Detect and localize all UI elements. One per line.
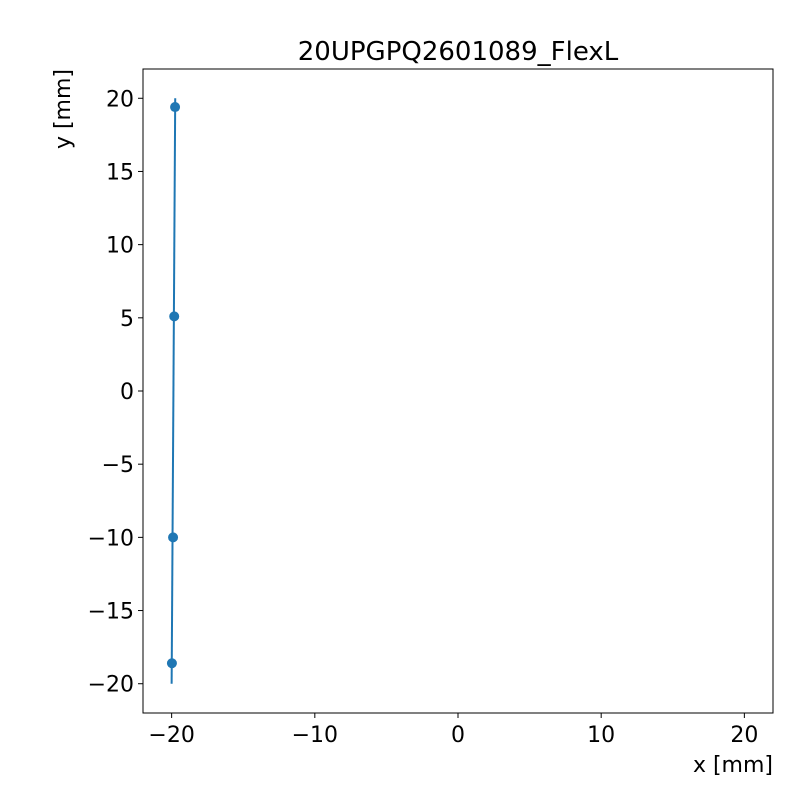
x-tick-label: −20 — [148, 723, 194, 748]
y-tick-label: −15 — [88, 600, 134, 625]
x-axis-label: x [mm] — [693, 753, 773, 778]
x-tick-label: 10 — [587, 723, 615, 748]
data-point — [169, 311, 180, 322]
y-tick-label: −10 — [88, 526, 134, 551]
y-tick-label: 15 — [106, 160, 134, 185]
chart-title: 20UPGPQ2601089_FlexL — [298, 37, 619, 67]
x-axis-ticks: −20 −10 0 10 20 — [148, 713, 758, 748]
x-tick-label: 0 — [451, 723, 465, 748]
x-tick-label: 20 — [730, 723, 758, 748]
y-tick-label: 0 — [120, 380, 134, 405]
y-axis-ticks: −20 −15 −10 −5 0 5 10 15 20 — [88, 87, 143, 698]
y-tick-label: 10 — [106, 234, 134, 259]
plot-frame — [142, 68, 774, 714]
data-point — [166, 658, 177, 669]
y-tick-label: −5 — [102, 453, 134, 478]
data-point — [168, 532, 179, 543]
y-tick-label: 5 — [120, 307, 134, 332]
y-tick-label: 20 — [106, 87, 134, 112]
plot-area — [142, 68, 774, 714]
y-tick-label: −20 — [88, 673, 134, 698]
x-tick-label: −10 — [292, 723, 338, 748]
data-point — [170, 102, 181, 113]
y-axis-label: y [mm] — [51, 69, 76, 149]
series-line — [170, 98, 177, 684]
